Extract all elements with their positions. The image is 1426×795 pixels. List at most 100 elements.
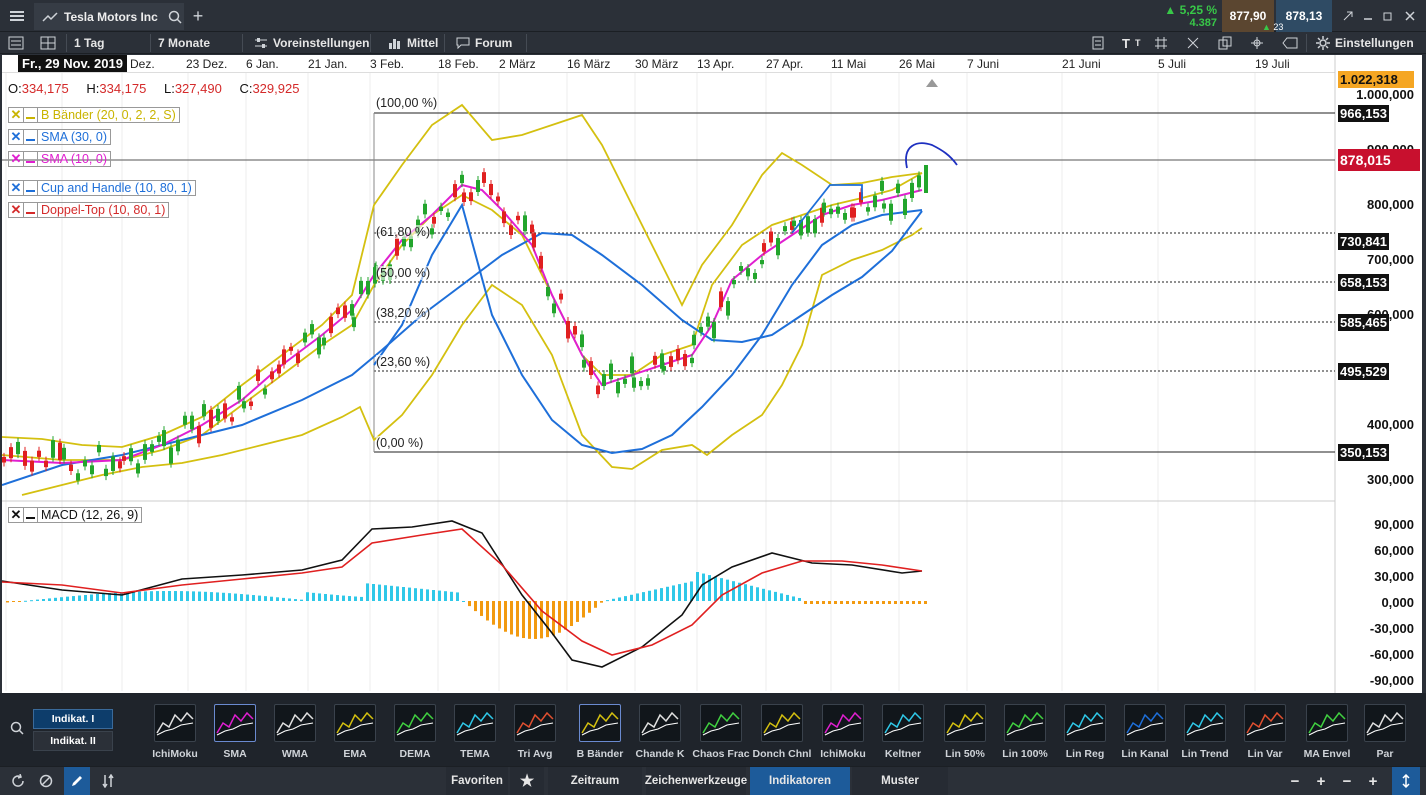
ask-price[interactable]: 878,13: [1276, 0, 1332, 32]
tab-indikatoren[interactable]: Indikatoren: [750, 767, 850, 795]
copy-icon[interactable]: [1218, 32, 1232, 54]
grid-icon[interactable]: [1154, 32, 1168, 54]
refresh-icon[interactable]: [6, 767, 30, 795]
hamburger-icon[interactable]: [4, 4, 30, 28]
crosshair-icon[interactable]: [1250, 32, 1264, 54]
macd-legend[interactable]: ✕ MACD (12, 26, 9): [8, 506, 142, 523]
indicator-b-b-nder[interactable]: B Bänder: [575, 704, 625, 766]
indicator-tri-avg[interactable]: Tri Avg: [510, 704, 560, 766]
tab-favoriten[interactable]: Favoriten: [446, 767, 508, 795]
restore-icon[interactable]: [1380, 4, 1396, 28]
remove-icon[interactable]: ✕: [8, 107, 24, 123]
macd-histogram-bar: [252, 595, 255, 601]
indicator-lin-var[interactable]: Lin Var: [1240, 704, 1290, 766]
legend-item[interactable]: ✕ Doppel-Top (10, 80, 1): [8, 201, 169, 218]
presets-button[interactable]: Voreinstellungen: [254, 32, 369, 54]
indicator-donch-chnl[interactable]: Donch Chnl: [757, 704, 807, 766]
indicator-dema[interactable]: DEMA: [390, 704, 440, 766]
tab-muster[interactable]: Muster: [852, 767, 948, 795]
candle-body: [183, 416, 187, 425]
close-icon[interactable]: [1402, 4, 1418, 28]
interval-select[interactable]: 1 Tag: [74, 32, 104, 54]
indicator-chaos-frac[interactable]: Chaos Frac: [696, 704, 746, 766]
chart-tab[interactable]: Tesla Motors Inc: [34, 3, 184, 30]
tab-title: Tesla Motors Inc: [64, 10, 158, 24]
price-tag-fib618: 730,841: [1338, 233, 1389, 250]
macd-histogram-bar: [216, 592, 219, 601]
indicator-ema[interactable]: EMA: [330, 704, 380, 766]
maximize-icon[interactable]: [1340, 4, 1356, 28]
macd-histogram-bar: [162, 591, 165, 601]
candle-body: [502, 211, 506, 223]
candle-body: [23, 451, 27, 466]
settings-button[interactable]: Einstellungen: [1316, 32, 1414, 54]
indicator-lin-trend[interactable]: Lin Trend: [1180, 704, 1230, 766]
macd-histogram-bar: [918, 601, 921, 604]
layout-grid-icon[interactable]: [40, 32, 56, 54]
forum-button[interactable]: Forum: [456, 32, 512, 54]
indicator-lin-reg[interactable]: Lin Reg: [1060, 704, 1110, 766]
disable-icon[interactable]: [34, 767, 58, 795]
minimize-icon[interactable]: [1360, 4, 1376, 28]
range-select[interactable]: 7 Monate: [158, 32, 210, 54]
tag-icon[interactable]: [1282, 32, 1298, 54]
legend-item[interactable]: ✕ B Bänder (20, 0, 2, 2, S): [8, 106, 180, 123]
candle-body: [136, 463, 140, 473]
indicator-ichimoku[interactable]: IchiMoku: [150, 704, 200, 766]
indicator-keltner[interactable]: Keltner: [878, 704, 928, 766]
zoom-in-icon[interactable]: +: [1310, 767, 1332, 795]
indicator-wma[interactable]: WMA: [270, 704, 320, 766]
remove-icon[interactable]: ✕: [8, 129, 24, 145]
remove-icon[interactable]: ✕: [8, 180, 24, 196]
indicator-sma[interactable]: SMA: [210, 704, 260, 766]
candle-body: [202, 404, 206, 416]
star-icon[interactable]: ★: [510, 767, 544, 795]
search-icon[interactable]: [168, 10, 182, 24]
swap-icon[interactable]: [96, 767, 120, 795]
price-chart[interactable]: [2, 55, 1422, 693]
candle-body: [559, 294, 563, 300]
search-icon[interactable]: [10, 721, 24, 738]
remove-icon[interactable]: ✕: [8, 151, 24, 167]
legend-item[interactable]: ✕ Cup and Handle (10, 80, 1): [8, 179, 196, 196]
indicator-lin-100-[interactable]: Lin 100%: [1000, 704, 1050, 766]
indicator-tab-2[interactable]: Indikat. II: [33, 731, 113, 751]
indicator-ichimoku[interactable]: IchiMoku: [818, 704, 868, 766]
legend-item[interactable]: ✕ SMA (10, 0): [8, 150, 111, 167]
gear-icon: [1316, 36, 1330, 50]
remove-icon[interactable]: ✕: [8, 507, 24, 523]
candle-body: [596, 386, 600, 395]
macd-histogram-bar: [270, 597, 273, 601]
zoom-out-icon[interactable]: −: [1284, 767, 1306, 795]
remove-icon[interactable]: ✕: [8, 202, 24, 218]
expand-icon[interactable]: +: [1362, 767, 1384, 795]
document-icon[interactable]: [1092, 32, 1104, 54]
indicator-chande-k[interactable]: Chande K: [635, 704, 685, 766]
fit-icon[interactable]: [1392, 767, 1420, 795]
list-icon[interactable]: [8, 32, 24, 54]
macd-histogram-bar: [810, 601, 813, 604]
add-tab-button[interactable]: +: [188, 4, 208, 28]
legend-item[interactable]: ✕ SMA (30, 0): [8, 128, 111, 145]
collapse-icon[interactable]: −: [1336, 767, 1358, 795]
indicator-ma-envel[interactable]: MA Envel: [1302, 704, 1352, 766]
tab-zeichenwerkzeuge[interactable]: Zeichenwerkzeuge: [646, 767, 746, 795]
macd-histogram-bar: [444, 591, 447, 601]
macd-histogram-bar: [306, 592, 309, 601]
indicator-tab-1[interactable]: Indikat. I: [33, 709, 113, 729]
pencil-icon[interactable]: [64, 767, 90, 795]
candle-body: [310, 324, 314, 334]
candle-body: [462, 192, 466, 202]
indicator-tema[interactable]: TEMA: [450, 704, 500, 766]
indicator-par[interactable]: Par: [1360, 704, 1410, 766]
indicator-lin-50-[interactable]: Lin 50%: [940, 704, 990, 766]
average-button[interactable]: Mittel: [388, 32, 438, 54]
indicator-lin-kanal[interactable]: Lin Kanal: [1120, 704, 1170, 766]
chart-area[interactable]: Dez. 23 Dez. 6 Jan. 21 Jan. 3 Feb. 18 Feb. 2 M…: [2, 55, 1422, 693]
candle-body: [58, 443, 62, 460]
macd-histogram-bar: [774, 592, 777, 601]
tab-zeitraum[interactable]: Zeitraum: [548, 767, 642, 795]
crosshair-arrows-icon[interactable]: [1186, 32, 1200, 54]
macd-histogram-bar: [744, 584, 747, 601]
